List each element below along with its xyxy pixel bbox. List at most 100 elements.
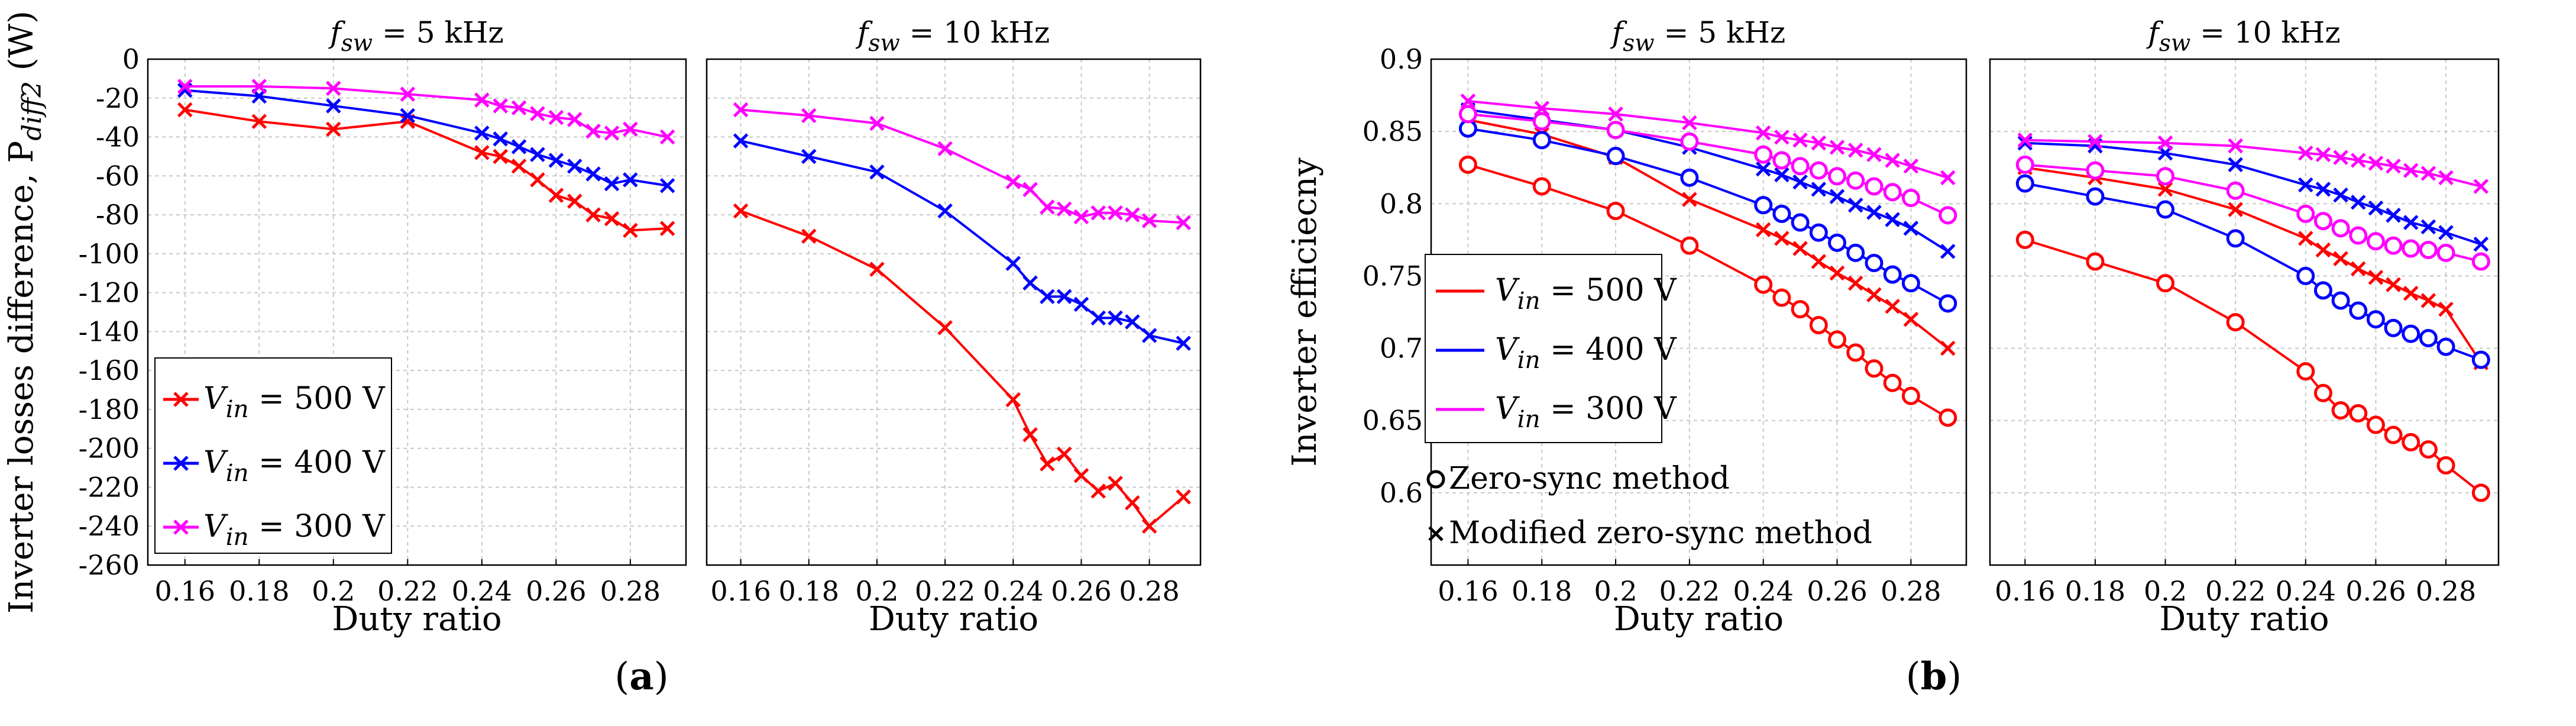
legend-label: Vin = 500 V [203, 381, 386, 423]
data-point [474, 125, 490, 141]
data-point [2403, 285, 2419, 301]
data-point [2015, 155, 2034, 174]
data-point [1108, 476, 1123, 491]
data-point [2156, 167, 2175, 186]
x-tick-label: 0.2 [2144, 575, 2187, 607]
data-point [2228, 157, 2243, 173]
chart-title: fsw = 10 kHz [855, 15, 1050, 57]
data-point [1811, 254, 1827, 269]
data-point [1885, 212, 1900, 227]
data-point [2313, 212, 2332, 231]
x-axis-label: Duty ratio [1614, 600, 1784, 638]
data-point [1940, 244, 1956, 259]
data-point [1056, 446, 1072, 462]
data-point [493, 98, 508, 114]
y-tick-label: -220 [79, 471, 140, 503]
data-point [1866, 205, 1882, 220]
data-point [1056, 289, 1072, 304]
data-point [2298, 231, 2313, 246]
x-tick-label: 0.22 [377, 575, 438, 607]
data-point [1090, 310, 1106, 326]
data-point [2296, 362, 2315, 381]
x-tick-label: 0.22 [915, 575, 975, 607]
data-point [511, 159, 527, 174]
data-point [604, 176, 620, 192]
data-point [2438, 301, 2454, 317]
data-point [1828, 167, 1847, 186]
x-tick-label: 0.28 [1881, 575, 1941, 607]
series-vin-400-v [177, 82, 675, 193]
data-point [2228, 138, 2243, 154]
data-point [1866, 147, 1882, 162]
y-tick-label: -60 [96, 160, 140, 192]
x-axis-label: Duty ratio [2159, 600, 2329, 638]
data-point [493, 149, 508, 164]
data-point [1606, 121, 1625, 140]
series-line [2025, 141, 2481, 246]
data-point [2331, 219, 2350, 238]
x-tick-label: 0.26 [1807, 575, 1867, 607]
data-point [1792, 133, 1808, 148]
legend-label: Vin = 500 V [1495, 273, 1677, 315]
data-point [1682, 115, 1697, 131]
data-point [733, 133, 749, 149]
x-tick-label: 0.28 [1119, 575, 1179, 607]
data-point [1022, 182, 1038, 198]
data-point [1903, 159, 1919, 174]
y-tick-label: -240 [79, 510, 140, 542]
data-point [1176, 489, 1191, 505]
series-line [185, 85, 668, 138]
y-tick-label: -40 [96, 121, 140, 153]
data-point [2368, 200, 2384, 216]
data-point [1940, 170, 1956, 186]
data-point [2473, 179, 2489, 194]
data-point [1883, 265, 1902, 284]
data-point [2471, 350, 2490, 369]
data-point [2386, 208, 2401, 223]
data-point [1108, 205, 1123, 221]
data-point [2436, 337, 2455, 356]
data-point [1846, 171, 1865, 190]
series-line [740, 140, 1184, 345]
series-vin-500-v [177, 102, 675, 238]
data-point [869, 262, 885, 277]
data-point [1865, 253, 1884, 272]
data-point [2350, 153, 2366, 168]
data-point [1755, 222, 1771, 238]
y-axis-label: Inverter losses difference, Pdiff2 (W) [2, 11, 47, 614]
data-point [2226, 229, 2245, 248]
data-point [1865, 177, 1884, 196]
data-point [2384, 236, 2403, 255]
data-point [2296, 204, 2315, 223]
data-point [1176, 335, 1191, 351]
data-point [2350, 261, 2366, 276]
data-point [659, 129, 675, 145]
data-point [1073, 209, 1089, 225]
data-point [1809, 161, 1828, 180]
data-point [1792, 174, 1808, 190]
data-point [585, 207, 601, 222]
y-tick-label: -120 [79, 277, 140, 309]
series-vin-400-v-zero-sync- [2015, 174, 2490, 369]
data-point [1774, 130, 1789, 145]
data-point [2471, 483, 2490, 502]
data-point [1791, 157, 1810, 176]
x-tick-label: 0.18 [229, 575, 289, 607]
data-point [2156, 200, 2175, 219]
y-tick-label: -20 [96, 82, 140, 114]
legend-label: Vin = 400 V [1495, 332, 1677, 374]
data-point [493, 131, 508, 147]
data-point [2156, 274, 2175, 293]
data-point [548, 188, 564, 203]
data-point [2015, 174, 2034, 193]
data-point [1458, 105, 1477, 124]
data-point [2419, 440, 2438, 459]
data-point [2086, 161, 2105, 180]
y-axis-label: Inverter efficiecny [1286, 157, 1324, 467]
y-tick-label: -100 [79, 238, 140, 270]
data-point [1532, 177, 1551, 196]
data-point [937, 141, 953, 157]
data-point [1811, 135, 1827, 151]
data-point [2368, 156, 2384, 171]
data-point [2315, 147, 2331, 162]
